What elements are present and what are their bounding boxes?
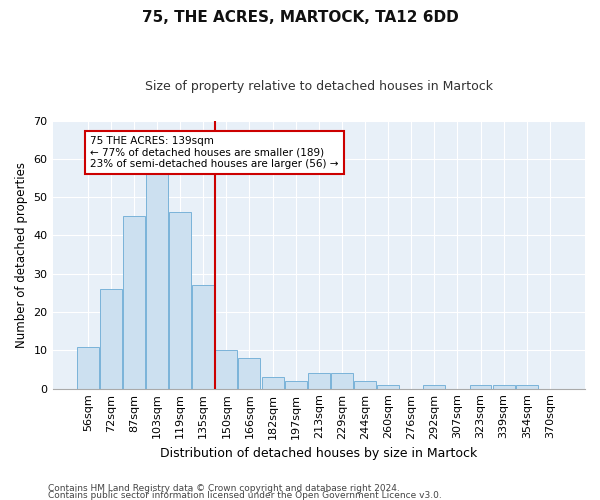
Bar [308, 374, 330, 388]
Bar [100, 289, 122, 388]
Title: Size of property relative to detached houses in Martock: Size of property relative to detached ho… [145, 80, 493, 93]
Bar [331, 374, 353, 388]
Bar [354, 381, 376, 388]
Bar [470, 385, 491, 388]
Bar [516, 385, 538, 388]
Bar [262, 377, 284, 388]
Bar [493, 385, 515, 388]
Y-axis label: Number of detached properties: Number of detached properties [15, 162, 28, 348]
Bar [146, 170, 168, 388]
Bar [424, 385, 445, 388]
Bar [238, 358, 260, 388]
Bar [377, 385, 399, 388]
X-axis label: Distribution of detached houses by size in Martock: Distribution of detached houses by size … [160, 447, 478, 460]
Bar [77, 346, 98, 389]
Bar [169, 212, 191, 388]
Text: 75 THE ACRES: 139sqm
← 77% of detached houses are smaller (189)
23% of semi-deta: 75 THE ACRES: 139sqm ← 77% of detached h… [90, 136, 338, 169]
Text: 75, THE ACRES, MARTOCK, TA12 6DD: 75, THE ACRES, MARTOCK, TA12 6DD [142, 10, 458, 25]
Bar [284, 381, 307, 388]
Bar [215, 350, 238, 389]
Text: Contains HM Land Registry data © Crown copyright and database right 2024.: Contains HM Land Registry data © Crown c… [48, 484, 400, 493]
Bar [192, 286, 214, 389]
Bar [123, 216, 145, 388]
Text: Contains public sector information licensed under the Open Government Licence v3: Contains public sector information licen… [48, 491, 442, 500]
